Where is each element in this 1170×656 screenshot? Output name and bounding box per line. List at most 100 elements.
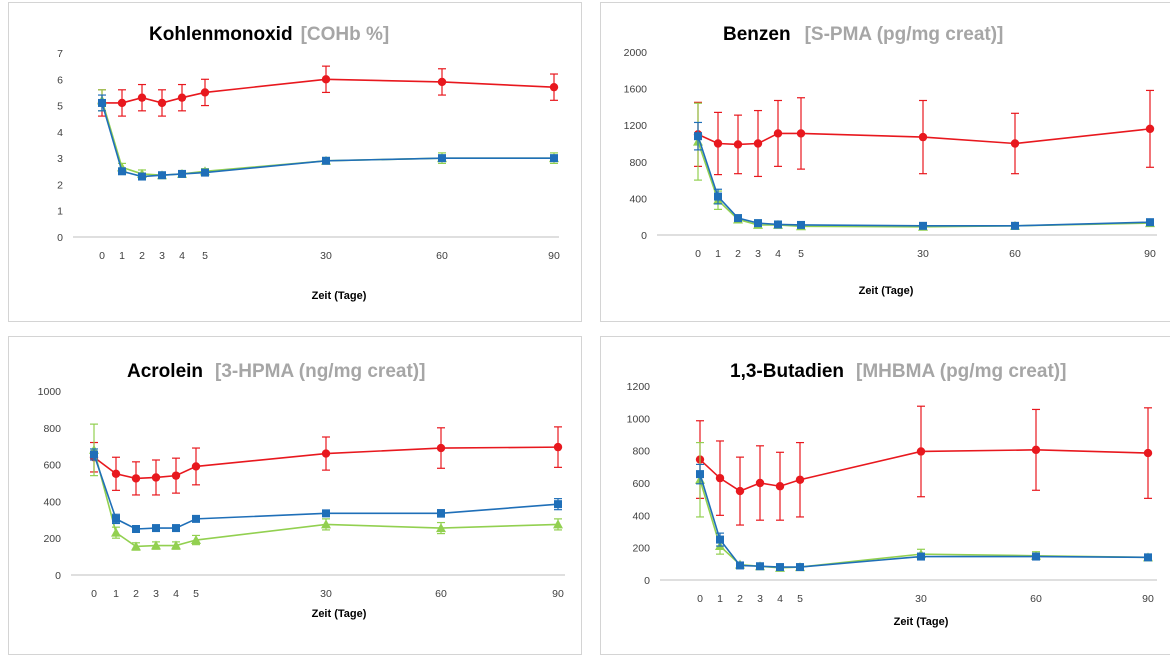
- x-tick-label: 5: [202, 250, 208, 262]
- data-point-red: [111, 469, 121, 478]
- data-point-red: [918, 132, 928, 142]
- x-axis-label: Zeit (Tage): [312, 290, 367, 302]
- data-point-blue: [716, 535, 724, 544]
- y-tick-label: 5: [57, 101, 63, 113]
- data-point-red: [200, 88, 210, 97]
- y-tick-label: 1200: [627, 381, 651, 393]
- x-tick-label: 3: [159, 250, 165, 262]
- x-tick-label: 30: [320, 250, 332, 262]
- data-point-red: [157, 98, 167, 108]
- y-tick-label: 200: [43, 533, 61, 545]
- x-tick-label: 30: [320, 588, 332, 600]
- data-point-blue: [754, 219, 762, 228]
- chart-unit: [MHBMA (pg/mg creat)]: [856, 361, 1066, 382]
- data-point-green: [171, 540, 181, 550]
- chart-title: Benzen: [723, 24, 791, 45]
- data-point-red: [773, 129, 783, 138]
- data-point-blue: [734, 214, 742, 223]
- data-point-red: [191, 462, 201, 471]
- y-tick-label: 0: [55, 570, 61, 582]
- x-tick-label: 1: [119, 250, 125, 262]
- x-tick-label: 0: [695, 248, 701, 260]
- data-point-red: [553, 442, 563, 452]
- x-tick-label: 1: [715, 248, 721, 260]
- y-tick-label: 200: [632, 543, 650, 555]
- chart-panel-benzen: Benzen [S-PMA (pg/mg creat)] 0 400 800 1200 16…: [600, 2, 1170, 322]
- data-point-blue: [797, 220, 805, 229]
- data-point-blue: [796, 563, 804, 572]
- x-tick-label: 2: [133, 588, 139, 600]
- y-tick-label: 600: [632, 478, 650, 490]
- y-tick-label: 1600: [624, 84, 648, 96]
- y-tick-label: 800: [43, 423, 61, 435]
- y-tick-label: 400: [629, 193, 647, 205]
- y-tick-label: 0: [57, 232, 63, 244]
- data-point-blue: [138, 172, 146, 181]
- x-tick-label: 5: [798, 248, 804, 260]
- x-axis-label: Zeit (Tage): [312, 608, 367, 620]
- data-point-blue: [554, 500, 562, 509]
- data-point-blue: [118, 167, 126, 176]
- data-point-blue: [1144, 553, 1152, 562]
- x-tick-label: 3: [153, 588, 159, 600]
- data-point-red: [733, 140, 743, 149]
- y-tick-label: 0: [644, 575, 650, 587]
- x-tick-label: 4: [777, 593, 783, 605]
- data-point-blue: [1011, 221, 1019, 230]
- x-tick-label: 2: [735, 248, 741, 260]
- y-tick-label: 800: [629, 157, 647, 169]
- y-tick-label: 2: [57, 179, 63, 191]
- y-tick-label: 400: [632, 510, 650, 522]
- x-tick-label: 30: [915, 593, 927, 605]
- series-line-red: [699, 449, 1149, 492]
- x-tick-label: 3: [755, 248, 761, 260]
- chart-unit: [S-PMA (pg/mg creat)]: [805, 24, 1004, 45]
- data-point-blue: [1146, 218, 1154, 227]
- chart-title: 1,3-Butadien: [730, 361, 844, 382]
- y-tick-label: 3: [57, 153, 63, 165]
- x-tick-label: 4: [179, 250, 185, 262]
- y-tick-label: 400: [43, 496, 61, 508]
- x-tick-label: 5: [797, 593, 803, 605]
- data-point-blue: [776, 563, 784, 572]
- data-point-green: [131, 541, 141, 551]
- data-point-green: [111, 527, 121, 537]
- data-point-blue: [714, 192, 722, 201]
- data-point-blue: [152, 524, 160, 533]
- y-tick-label: 1000: [38, 386, 62, 398]
- series-line-green: [697, 141, 1151, 228]
- data-point-red: [1010, 139, 1020, 148]
- x-tick-label: 2: [737, 593, 743, 605]
- chart-panel-acrolein: Acrolein [3-HPMA (ng/mg creat)] 0 200 400 600…: [8, 336, 582, 655]
- data-point-red: [321, 449, 331, 458]
- chart-panel-butadien: 1,3-Butadien [MHBMA (pg/mg creat)] 0 200 400…: [600, 336, 1170, 655]
- y-tick-label: 600: [43, 460, 61, 472]
- x-axis-label: Zeit (Tage): [859, 285, 914, 297]
- data-point-green: [191, 535, 201, 545]
- data-point-blue: [90, 450, 98, 459]
- data-point-blue: [132, 525, 140, 533]
- data-point-red: [755, 478, 765, 488]
- data-point-blue: [696, 470, 704, 479]
- data-point-red: [177, 93, 187, 102]
- chart-title: Acrolein: [127, 361, 203, 382]
- data-point-red: [713, 139, 723, 148]
- data-point-red: [171, 471, 181, 480]
- data-point-green: [151, 540, 161, 550]
- data-point-red: [795, 475, 805, 484]
- x-tick-label: 0: [697, 593, 703, 605]
- x-tick-label: 0: [91, 588, 97, 600]
- y-tick-label: 7: [57, 48, 63, 60]
- data-point-blue: [322, 509, 330, 518]
- x-tick-label: 1: [113, 588, 119, 600]
- data-point-red: [549, 82, 559, 92]
- data-point-blue: [694, 132, 702, 141]
- x-tick-label: 60: [436, 250, 448, 262]
- data-point-green: [436, 523, 446, 533]
- x-tick-label: 60: [1030, 593, 1042, 605]
- data-point-red: [117, 98, 127, 108]
- data-point-red: [916, 447, 926, 456]
- data-point-blue: [178, 169, 186, 178]
- data-point-red: [775, 482, 785, 491]
- x-tick-label: 90: [1144, 248, 1156, 260]
